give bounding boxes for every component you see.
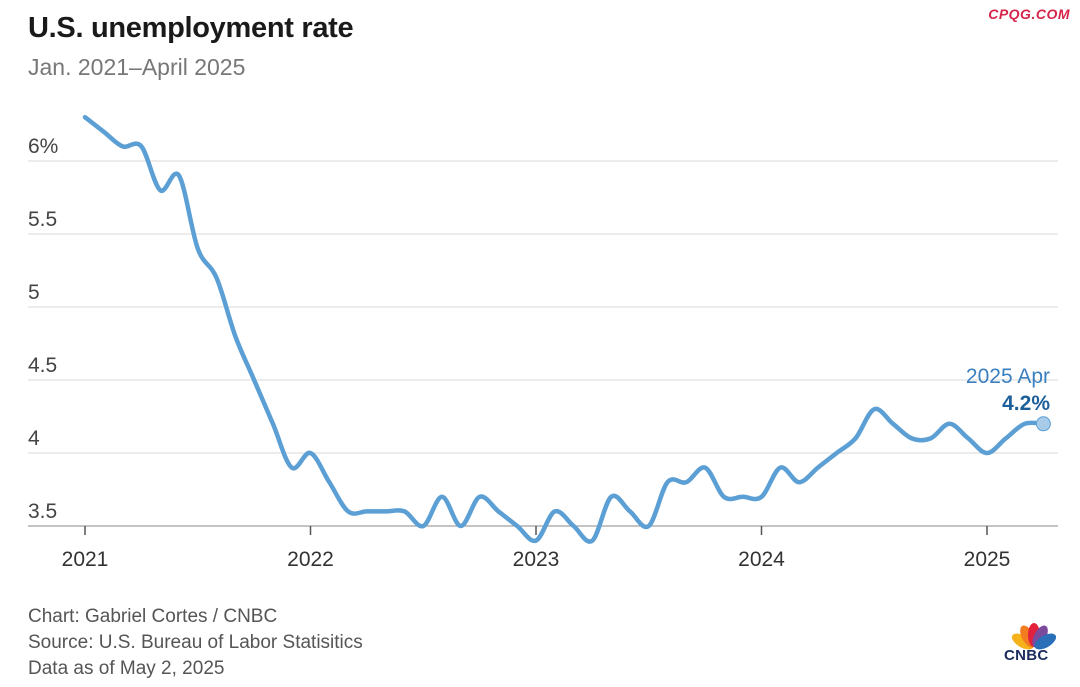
x-tick-label: 2022 bbox=[287, 548, 334, 571]
y-tick-label: 6% bbox=[28, 135, 58, 158]
chart-credit: Chart: Gabriel Cortes / CNBC bbox=[28, 606, 278, 627]
chart-footer: Chart: Gabriel Cortes / CNBC Source: U.S… bbox=[28, 604, 363, 682]
y-axis-ticks: 3.5 4 4.5 5 5.5 6% bbox=[28, 135, 58, 523]
watermark: CPQG.COM bbox=[988, 6, 1070, 22]
y-tick-label: 4.5 bbox=[28, 354, 57, 377]
cnbc-peacock-logo-icon bbox=[1011, 623, 1057, 650]
annotation-value-label: 4.2% bbox=[1002, 392, 1050, 415]
y-tick-label: 5.5 bbox=[28, 208, 57, 231]
y-tick-label: 5 bbox=[28, 281, 40, 304]
logo-feather bbox=[1034, 633, 1057, 650]
x-tick-label: 2023 bbox=[513, 548, 560, 571]
x-tick-label: 2025 bbox=[964, 548, 1011, 571]
unemployment-rate-line bbox=[82, 114, 1046, 544]
y-tick-label: 3.5 bbox=[28, 500, 57, 523]
annotation-date-label: 2025 Apr bbox=[966, 365, 1050, 388]
gridlines bbox=[28, 160, 1058, 454]
chart-subtitle: Jan. 2021–April 2025 bbox=[28, 54, 246, 80]
chart-source: Source: U.S. Bureau of Labor Statisitics bbox=[28, 632, 363, 653]
chart-title: U.S. unemployment rate bbox=[28, 12, 354, 44]
cnbc-logo-text: CNBC bbox=[1004, 647, 1049, 664]
line-chart: 3.5 4 4.5 5 5.5 6% 2021 2022 2023 2024 2025 2025 … bbox=[28, 114, 1058, 571]
end-annotation: 2025 Apr 4.2% bbox=[966, 365, 1051, 432]
data-date: Data as of May 2, 2025 bbox=[28, 658, 225, 679]
series-layer bbox=[82, 114, 1046, 544]
x-tick-label: 2024 bbox=[738, 548, 785, 571]
end-point-marker bbox=[1035, 416, 1051, 432]
y-tick-label: 4 bbox=[28, 427, 40, 450]
x-tick-label: 2021 bbox=[62, 548, 109, 571]
